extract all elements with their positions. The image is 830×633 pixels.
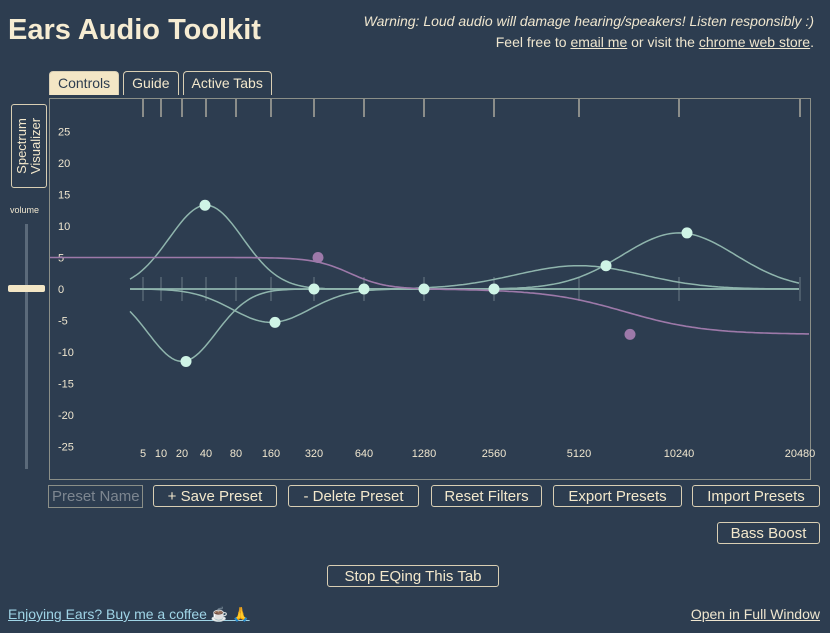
eq-band-node[interactable] <box>269 316 281 328</box>
chrome-store-link[interactable]: chrome web store <box>698 34 811 50</box>
eq-band-curve <box>130 232 800 290</box>
export-presets-button[interactable]: Export Presets <box>553 485 682 507</box>
y-tick-label: 20 <box>58 158 70 170</box>
eq-band-curve <box>130 264 799 290</box>
x-tick-label: 5 <box>140 448 146 460</box>
spectrum-visualizer-label: Spectrum Visualizer <box>14 117 43 175</box>
x-tick-label: 160 <box>262 448 280 460</box>
eq-band-node[interactable] <box>180 355 192 367</box>
reset-filters-button[interactable]: Reset Filters <box>431 485 542 507</box>
x-tick-label: 80 <box>230 448 242 460</box>
save-preset-button[interactable]: + Save Preset <box>153 485 277 507</box>
buy-coffee-link[interactable]: Enjoying Ears? Buy me a coffee ☕ 🙏 <box>8 606 250 622</box>
links-prefix: Feel free to <box>495 34 571 50</box>
eq-band-node[interactable] <box>418 283 430 295</box>
x-tick-label: 1280 <box>412 448 436 460</box>
eq-band-curve <box>129 288 799 324</box>
y-tick-label: 25 <box>58 127 70 139</box>
y-tick-label: 10 <box>58 221 70 233</box>
y-tick-label: -25 <box>58 442 74 454</box>
x-tick-label: 2560 <box>482 448 506 460</box>
low-shelf-node <box>312 252 324 263</box>
eq-band-node[interactable] <box>488 283 500 295</box>
eq-graph[interactable]: 25 20 15 10 5 0 -5 -10 -15 -20 -25 5 10 20 40 80 160 320 6… <box>49 98 815 480</box>
x-tick-label: 40 <box>200 448 212 460</box>
eq-graph-canvas[interactable]: 25 20 15 10 5 0 -5 -10 -15 -20 -25 5 10 20 40 80 160 320 6… <box>50 99 815 479</box>
tab-guide[interactable]: Guide <box>123 71 179 95</box>
contact-links: Feel free to email me or visit the chrom… <box>496 34 814 50</box>
spectrum-visualizer-button[interactable]: Spectrum Visualizer <box>11 104 47 188</box>
tab-active-tabs[interactable]: Active Tabs <box>182 71 272 95</box>
import-presets-button[interactable]: Import Presets <box>692 485 820 507</box>
y-tick-label: 0 <box>58 284 64 296</box>
y-tick-label: -15 <box>58 379 74 391</box>
spectrum-label-line2: Visualizer <box>28 117 43 175</box>
x-tick-label: 10 <box>155 448 167 460</box>
y-tick-label: -5 <box>58 316 68 328</box>
eq-band-node[interactable] <box>681 227 693 239</box>
volume-slider-track[interactable] <box>25 224 28 469</box>
eq-band-node[interactable] <box>358 283 370 295</box>
x-tick-label: 5120 <box>567 448 591 460</box>
x-tick-label: 20 <box>176 448 188 460</box>
eq-band-curve <box>129 204 799 290</box>
preset-name-input[interactable] <box>48 485 143 508</box>
volume-label: volume <box>10 205 40 215</box>
app-title: Ears Audio Toolkit <box>8 14 261 46</box>
y-tick-label: -20 <box>58 410 74 422</box>
open-full-window-link[interactable]: Open in Full Window <box>690 606 820 622</box>
links-suffix: . <box>810 34 814 50</box>
tab-controls[interactable]: Controls <box>49 71 120 95</box>
stop-eq-button[interactable]: Stop EQing This Tab <box>327 565 499 587</box>
y-tick-label: -10 <box>58 347 74 359</box>
x-tick-label: 640 <box>355 448 373 460</box>
x-tick-label: 10240 <box>664 448 695 460</box>
y-tick-label: 15 <box>58 190 70 202</box>
eq-band-node[interactable] <box>199 199 211 211</box>
eq-band-curve <box>129 288 799 363</box>
eq-band-node[interactable] <box>308 283 320 295</box>
spectrum-label-line1: Spectrum <box>14 118 29 174</box>
links-middle: or visit the <box>627 34 699 50</box>
y-tick-label: 5 <box>58 253 64 265</box>
high-shelf-node <box>624 328 636 340</box>
x-tick-label: 20480 <box>785 448 816 460</box>
hearing-warning: Warning: Loud audio will damage hearing/… <box>363 13 814 29</box>
eq-band-node[interactable] <box>600 260 612 272</box>
x-tick-label: 320 <box>305 448 323 460</box>
volume-slider-thumb[interactable] <box>8 285 45 292</box>
bass-boost-button[interactable]: Bass Boost <box>717 522 820 544</box>
email-link[interactable]: email me <box>570 34 628 50</box>
shelf-filter-curve <box>50 256 809 335</box>
delete-preset-button[interactable]: - Delete Preset <box>288 485 419 507</box>
tab-bar: Controls Guide Active Tabs <box>49 71 272 95</box>
